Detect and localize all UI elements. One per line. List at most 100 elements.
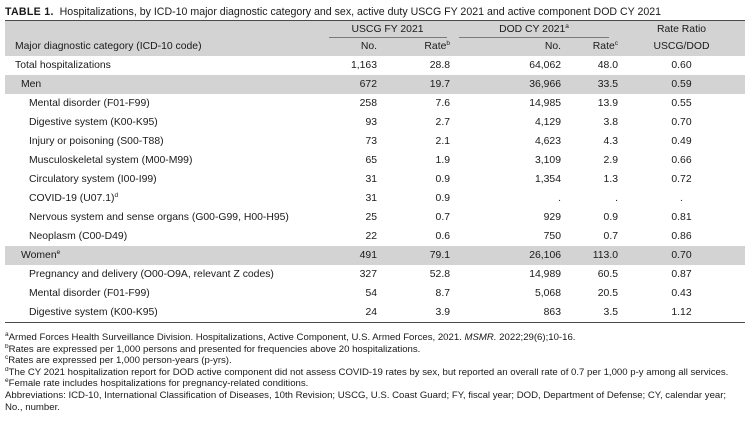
cell-uscg-rate: 0.7 <box>435 212 450 223</box>
cell-uscg-no: 24 <box>325 303 377 323</box>
footnotes: aArmed Forces Health Surveillance Divisi… <box>5 332 745 413</box>
cell-dod-rate: 2.9 <box>603 155 618 166</box>
footnote-e: eFemale rate includes hospitalizations f… <box>5 378 309 390</box>
cell-dod-rate: 20.5 <box>597 288 618 299</box>
cell-category: Men <box>5 75 325 94</box>
cell-dod-rate: 33.5 <box>561 75 618 94</box>
table-row: Pregnancy and delivery (O00-O9A, relevan… <box>5 265 745 284</box>
cell-ratio: 0.60 <box>671 60 692 71</box>
cell-category: Mental disorder (F01-F99) <box>29 288 150 299</box>
cell-uscg-no: 93 <box>365 117 377 128</box>
abbreviations-line-2: No., number. <box>5 401 60 413</box>
cell-category: Digestive system (K00-K95) <box>5 303 325 323</box>
cell-dod-no: 750 <box>543 231 561 242</box>
cell-uscg-no: 25 <box>365 212 377 223</box>
table-row: Neoplasm (C00-D49) 22 0.6 750 0.7 0.86 <box>5 227 745 246</box>
cell-dod-rate: 1.3 <box>603 174 618 185</box>
cell-uscg-rate: 8.7 <box>435 288 450 299</box>
cell-dod-rate: 60.5 <box>597 269 618 280</box>
cell-uscg-rate: 0.6 <box>435 231 450 242</box>
cell-uscg-rate: 3.9 <box>377 303 450 323</box>
table-body: Total hospitalizations 1,163 28.8 64,062 48.… <box>5 56 745 323</box>
cell-category: Womene <box>5 246 325 265</box>
header-uscg-rate: Rateb <box>377 38 450 56</box>
cell-dod-no: 36,966 <box>450 75 561 94</box>
cell-ratio: 0.87 <box>671 269 692 280</box>
table-row: Digestive system (K00-K95) 24 3.9 863 3.5 1.1… <box>5 303 745 323</box>
cell-uscg-rate: 19.7 <box>377 75 450 94</box>
cell-ratio: 0.55 <box>671 98 692 109</box>
cell-ratio: 1.12 <box>618 303 745 323</box>
cell-uscg-rate: 2.7 <box>435 117 450 128</box>
cell-dod-no: 3,109 <box>534 155 561 166</box>
cell-ratio: 0.81 <box>671 212 692 223</box>
cell-uscg-no: 22 <box>365 231 377 242</box>
header-blank <box>5 20 325 38</box>
cell-dod-rate: . <box>615 193 618 204</box>
header-ratio: USCG/DOD <box>618 38 745 56</box>
header-uscg-group: USCG FY 2021 <box>325 20 450 38</box>
cell-category: Injury or poisoning (S00-T88) <box>29 136 164 147</box>
cell-dod-no: 863 <box>450 303 561 323</box>
table-caption: Hospitalizations, by ICD-10 major diagno… <box>59 6 662 18</box>
cell-dod-no: 1,354 <box>534 174 561 185</box>
cell-dod-rate: 0.7 <box>603 231 618 242</box>
table-row: Men 672 19.7 36,966 33.5 0.59 <box>5 75 745 94</box>
cell-category: Nervous system and sense organs (G00-G99… <box>29 212 289 223</box>
cell-ratio: 0.43 <box>671 288 692 299</box>
cell-ratio: 0.70 <box>618 246 745 265</box>
header-row-groups: USCG FY 2021 DOD CY 2021a Rate Ratio <box>5 20 745 38</box>
cell-uscg-no: 65 <box>365 155 377 166</box>
footnote-a: aArmed Forces Health Surveillance Divisi… <box>5 332 576 343</box>
table-row: Musculoskeletal system (M00-M99) 65 1.9 3,1… <box>5 151 745 170</box>
abbreviations-line-1: Abbreviations: ICD-10, International Cla… <box>5 389 727 401</box>
table-row: Nervous system and sense organs (G00-G99… <box>5 208 745 227</box>
hospitalizations-table: USCG FY 2021 DOD CY 2021a Rate Ratio Maj… <box>5 20 745 323</box>
cell-dod-no: 4,129 <box>534 117 561 128</box>
cell-uscg-no: 54 <box>365 288 377 299</box>
cell-uscg-rate: 0.9 <box>435 193 450 204</box>
table-row: Circulatory system (I00-I99) 31 0.9 1,354 1.… <box>5 170 745 189</box>
table-row: Digestive system (K00-K95) 93 2.7 4,129 3.8 0… <box>5 113 745 132</box>
cell-dod-rate: 3.8 <box>603 117 618 128</box>
cell-uscg-no: 1,163 <box>350 60 377 71</box>
cell-uscg-rate: 2.1 <box>435 136 450 147</box>
cell-uscg-no: 491 <box>325 246 377 265</box>
cell-category: Total hospitalizations <box>15 60 111 71</box>
cell-uscg-rate: 7.6 <box>435 98 450 109</box>
cell-dod-rate: 13.9 <box>597 98 618 109</box>
cell-dod-no: 4,623 <box>534 136 561 147</box>
cell-uscg-rate: 28.8 <box>429 60 450 71</box>
cell-category: Mental disorder (F01-F99) <box>29 98 150 109</box>
table-title: TABLE 1. Hospitalizations, by ICD-10 maj… <box>5 0 745 20</box>
table-row: Total hospitalizations 1,163 28.8 64,062 48.… <box>5 56 745 75</box>
cell-ratio: . <box>680 193 683 204</box>
header-dod-no: No. <box>450 38 561 56</box>
cell-category: Pregnancy and delivery (O00-O9A, relevan… <box>29 269 274 280</box>
cell-ratio: 0.49 <box>671 136 692 147</box>
cell-uscg-no: 672 <box>325 75 377 94</box>
table-row: COVID-19 (U07.1)d 31 0.9... <box>5 189 745 208</box>
cell-category: COVID-19 (U07.1)d <box>29 192 119 204</box>
table-row: Mental disorder (F01-F99) 54 8.7 5,068 20.5 0… <box>5 284 745 303</box>
cell-dod-no: . <box>558 193 561 204</box>
cell-dod-rate: 3.5 <box>561 303 618 323</box>
cell-uscg-no: 73 <box>365 136 377 147</box>
cell-category: Musculoskeletal system (M00-M99) <box>29 155 193 166</box>
cell-ratio: 0.86 <box>671 231 692 242</box>
footnote-c: cRates are expressed per 1,000 person-ye… <box>5 355 232 367</box>
cell-uscg-rate: 79.1 <box>377 246 450 265</box>
cell-uscg-rate: 52.8 <box>429 269 450 280</box>
cell-dod-rate: 0.9 <box>603 212 618 223</box>
cell-category: Digestive system (K00-K95) <box>29 117 158 128</box>
cell-dod-no: 64,062 <box>529 60 561 71</box>
cell-uscg-rate: 1.9 <box>435 155 450 166</box>
cell-ratio: 0.72 <box>671 174 692 185</box>
cell-uscg-rate: 0.9 <box>435 174 450 185</box>
cell-category: Circulatory system (I00-I99) <box>29 174 157 185</box>
cell-dod-rate: 113.0 <box>561 246 618 265</box>
cell-uscg-no: 31 <box>365 174 377 185</box>
cell-ratio: 0.59 <box>618 75 745 94</box>
header-dod-rate: Ratec <box>561 38 618 56</box>
